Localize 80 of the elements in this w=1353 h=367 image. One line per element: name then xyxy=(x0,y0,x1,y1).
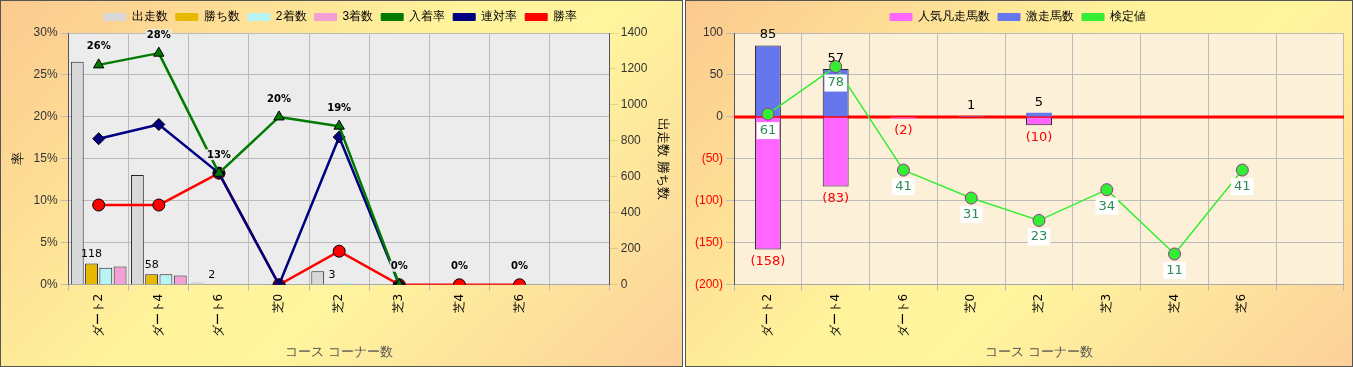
y2-tick-label: 200 xyxy=(620,241,642,256)
x-tick-label: ダート6 xyxy=(895,293,910,338)
y-tick-label: (100) xyxy=(695,193,724,208)
legend-label: 人気凡走馬数 xyxy=(918,9,990,24)
legend-label: 激走馬数 xyxy=(1026,9,1074,24)
y2-tick-label: 1400 xyxy=(620,25,648,40)
y-tick-label: 15% xyxy=(33,151,58,166)
data-label: (10) xyxy=(1025,129,1053,145)
y-tick-label: (200) xyxy=(695,277,724,292)
data-label: 57 xyxy=(827,49,844,65)
data-label: 3 xyxy=(328,267,336,281)
data-label: 31 xyxy=(962,205,980,221)
data-label: 78 xyxy=(827,74,844,90)
data-label: 13% xyxy=(206,148,231,160)
legend-label: 2着数 xyxy=(275,9,307,24)
x-tick-label: 芝6 xyxy=(1234,293,1249,314)
y-tick-label: 10% xyxy=(33,193,58,208)
x-axis-title: コース コーナー数 xyxy=(985,343,1093,359)
x-axis-title: コース コーナー数 xyxy=(285,343,393,359)
data-label: 118 xyxy=(81,246,103,260)
y2-tick-label: 800 xyxy=(620,133,642,148)
data-label: 0% xyxy=(511,260,529,272)
legend-label: 出走数 xyxy=(131,9,168,24)
x-tick-label: ダート2 xyxy=(760,293,775,338)
y-tick-label: 25% xyxy=(33,67,58,82)
data-label: 85 xyxy=(759,26,777,42)
data-label: 5 xyxy=(1034,93,1044,109)
y2-tick-label: 600 xyxy=(620,169,642,184)
x-tick-label: ダート4 xyxy=(827,293,842,338)
data-label: 11 xyxy=(1166,261,1183,277)
y-tick-label: (50) xyxy=(701,151,724,166)
y2-tick-label: 1200 xyxy=(620,61,648,76)
data-label: 26% xyxy=(86,40,111,52)
data-label: 28% xyxy=(146,28,171,40)
y-tick-label: 30% xyxy=(33,25,58,40)
x-tick-label: ダート4 xyxy=(150,293,165,338)
data-label: 19% xyxy=(327,101,352,113)
x-tick-label: 芝6 xyxy=(511,293,526,314)
data-label: (83) xyxy=(822,190,850,206)
y-tick-label: 50 xyxy=(709,67,724,82)
y-axis-title: 率 xyxy=(10,152,26,166)
x-tick-label: 芝0 xyxy=(963,293,978,314)
legend-label: 検定値 xyxy=(1110,9,1146,24)
data-label: 58 xyxy=(144,257,159,271)
data-label: 0% xyxy=(450,260,468,272)
x-tick-label: 芝4 xyxy=(1166,293,1181,314)
x-tick-label: ダート6 xyxy=(211,293,226,338)
data-label: 0% xyxy=(390,260,408,272)
data-label: 61 xyxy=(759,122,777,137)
y2-tick-label: 1000 xyxy=(620,97,648,112)
data-label: 41 xyxy=(895,177,912,193)
y2-tick-label: 0 xyxy=(620,277,628,292)
y-tick-label: 5% xyxy=(40,235,58,250)
x-tick-label: 芝3 xyxy=(391,293,406,314)
data-label: (158) xyxy=(750,253,786,269)
x-tick-label: 芝2 xyxy=(331,293,346,314)
y-tick-label: 100 xyxy=(702,25,724,40)
y2-axis-title: 出走数 勝ち数 xyxy=(655,118,671,200)
y-tick-label: 20% xyxy=(33,109,58,124)
y2-tick-label: 400 xyxy=(620,205,642,220)
x-tick-label: 芝2 xyxy=(1031,293,1046,314)
y-tick-label: (150) xyxy=(695,235,724,250)
legend-label: 3着数 xyxy=(342,9,374,24)
data-label: 41 xyxy=(1234,177,1251,193)
legend-label: 連対率 xyxy=(481,9,518,24)
data-label: 23 xyxy=(1030,228,1048,244)
x-tick-label: 芝4 xyxy=(451,293,466,314)
x-tick-label: 芝0 xyxy=(271,293,286,314)
legend-label: 勝率 xyxy=(553,9,578,24)
data-label: 1 xyxy=(967,96,976,112)
x-tick-label: 芝3 xyxy=(1098,293,1113,314)
y-tick-label: 0 xyxy=(716,109,724,124)
y-tick-label: 0% xyxy=(40,277,58,292)
legend-label: 入着率 xyxy=(409,9,446,24)
data-label: 34 xyxy=(1098,197,1116,213)
x-tick-label: ダート2 xyxy=(90,293,105,338)
data-label: (2) xyxy=(894,122,913,138)
data-label: 20% xyxy=(267,92,292,104)
data-label: 2 xyxy=(208,267,216,281)
legend-label: 勝ち数 xyxy=(203,9,240,24)
